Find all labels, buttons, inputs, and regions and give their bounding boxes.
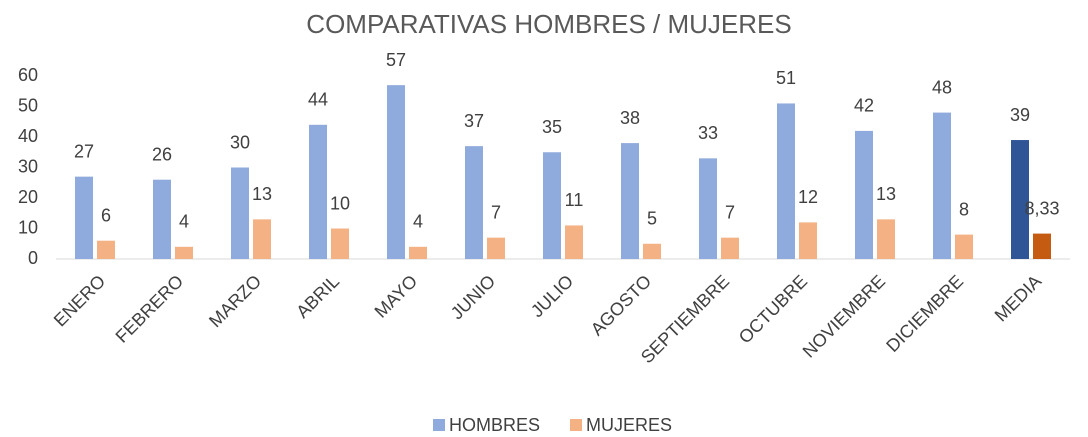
x-tick-label: MAYO [371, 271, 422, 322]
data-label: 4 [179, 212, 189, 232]
data-label: 48 [932, 77, 952, 97]
data-label: 5 [647, 209, 657, 229]
bar [877, 219, 895, 259]
bar [955, 234, 973, 259]
data-label: 39 [1010, 105, 1030, 125]
y-tick-label: 0 [28, 248, 38, 268]
bar [1011, 140, 1029, 259]
data-label: 12 [798, 187, 818, 207]
x-tick-label: JUNIO [447, 271, 499, 323]
x-tick-label: AGOSTO [587, 271, 655, 339]
bar [231, 167, 249, 259]
data-label: 8,33 [1024, 198, 1059, 218]
bar [309, 124, 327, 259]
bar [465, 146, 483, 259]
x-tick-label: MARZO [205, 271, 265, 331]
x-tick-label: JULIO [527, 271, 577, 321]
x-tick-label: DICIEMBRE [882, 271, 967, 356]
bar [777, 103, 795, 259]
data-label: 33 [698, 123, 718, 143]
data-label: 42 [854, 96, 874, 116]
bar [699, 158, 717, 259]
data-label: 26 [152, 144, 172, 164]
bar [331, 228, 349, 259]
bar [621, 143, 639, 259]
bar [643, 243, 661, 259]
bar [799, 222, 817, 259]
y-tick-label: 10 [18, 217, 38, 237]
x-tick-label: ENERO [50, 271, 109, 330]
data-label: 13 [876, 184, 896, 204]
data-label: 30 [230, 132, 250, 152]
data-label: 44 [308, 90, 328, 110]
chart-title: COMPARATIVAS HOMBRES / MUJERES [306, 9, 791, 39]
data-label: 37 [464, 111, 484, 131]
data-label: 38 [620, 108, 640, 128]
bar [253, 219, 271, 259]
x-tick-label: NOVIEMBRE [799, 271, 890, 362]
bar [487, 237, 505, 259]
bar [153, 179, 171, 259]
bar [175, 246, 193, 259]
data-label: 4 [413, 212, 423, 232]
bar [97, 240, 115, 259]
x-tick-label: FEBRERO [112, 271, 188, 347]
data-label: 7 [725, 202, 735, 222]
bar [409, 246, 427, 259]
bar [721, 237, 739, 259]
data-label: 13 [252, 184, 272, 204]
y-tick-label: 40 [18, 126, 38, 146]
legend-label: HOMBRES [449, 415, 540, 435]
bar [543, 152, 561, 259]
x-tick-label: MEDIA [991, 271, 1045, 325]
bar [565, 225, 583, 259]
bar [75, 176, 93, 259]
bar [855, 130, 873, 259]
y-tick-label: 30 [18, 156, 38, 176]
data-label: 11 [565, 190, 584, 210]
data-label: 57 [386, 50, 406, 70]
data-label: 8 [959, 199, 969, 219]
data-label: 51 [776, 68, 796, 88]
y-tick-label: 20 [18, 187, 38, 207]
y-tick-label: 50 [18, 95, 38, 115]
bar [387, 85, 405, 260]
legend-label: MUJERES [586, 415, 672, 435]
data-label: 6 [101, 205, 111, 225]
legend-swatch [433, 419, 445, 431]
legend-swatch [570, 419, 583, 431]
bar [1033, 233, 1051, 259]
data-label: 35 [542, 117, 562, 137]
y-tick-label: 60 [18, 65, 38, 85]
data-label: 10 [330, 193, 350, 213]
bar [933, 112, 951, 259]
data-label: 27 [74, 141, 94, 161]
x-tick-label: OCTUBRE [735, 271, 811, 347]
data-label: 7 [491, 202, 501, 222]
x-tick-label: ABRIL [292, 271, 343, 322]
